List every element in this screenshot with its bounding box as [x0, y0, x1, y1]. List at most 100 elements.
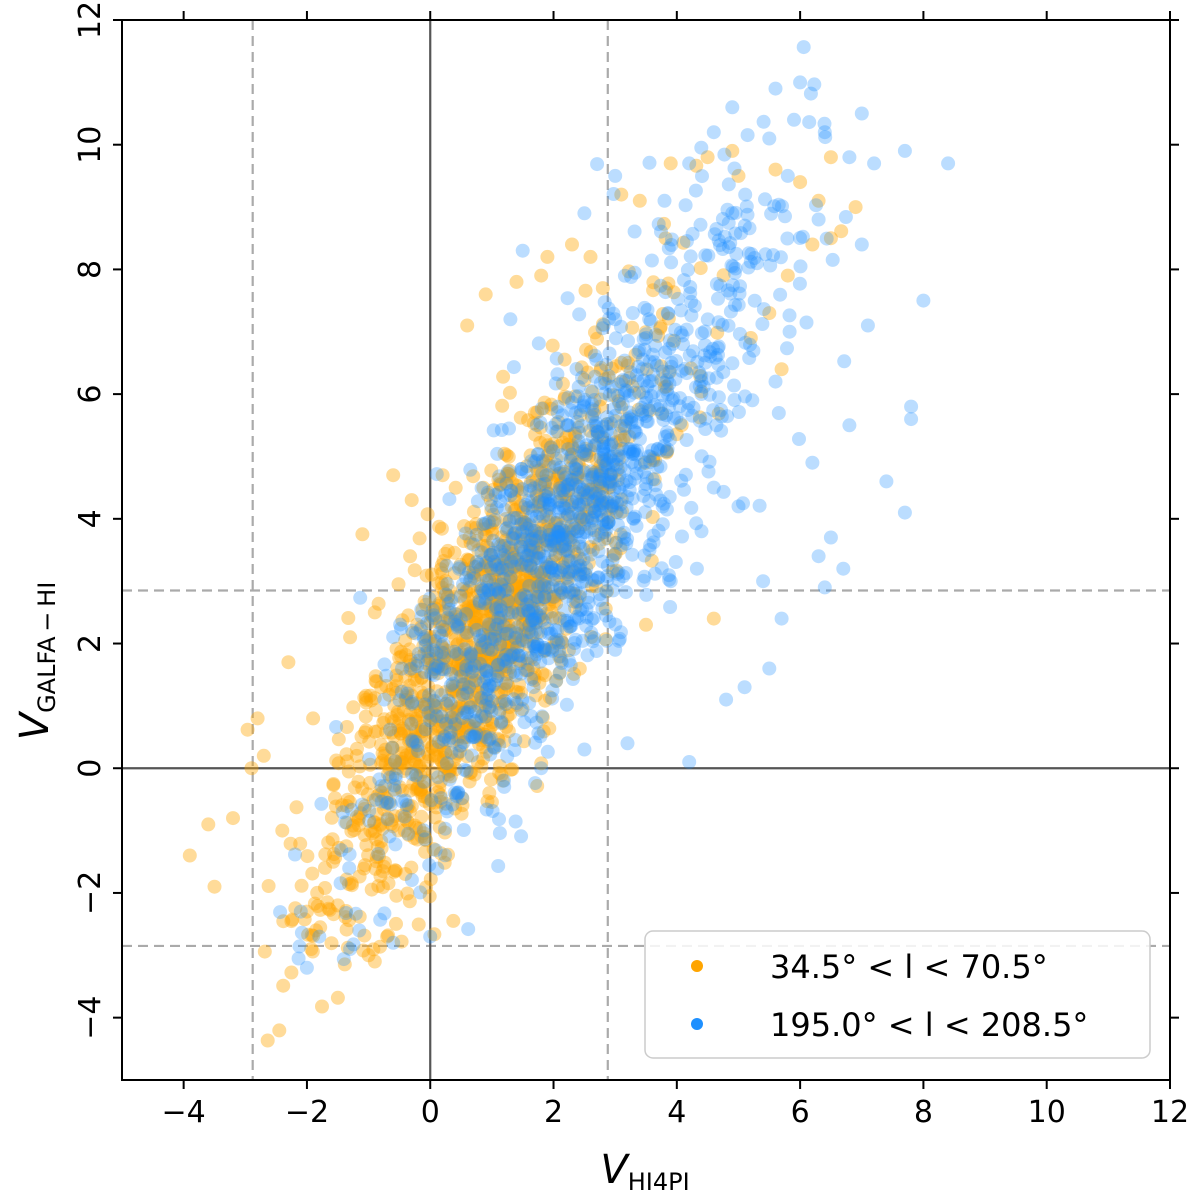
data-point: [401, 727, 416, 742]
data-point: [653, 493, 668, 508]
data-point: [560, 613, 575, 628]
data-point: [451, 701, 465, 716]
data-point: [553, 460, 568, 475]
data-point: [904, 412, 919, 427]
data-point: [473, 567, 488, 582]
data-point: [539, 485, 554, 500]
data-point: [506, 360, 521, 375]
data-point: [482, 599, 496, 614]
data-point: [543, 557, 558, 572]
data-point: [758, 192, 772, 207]
data-point: [552, 611, 567, 626]
data-point: [600, 494, 615, 508]
data-point: [488, 663, 503, 678]
data-point: [537, 573, 552, 588]
data-point: [377, 712, 392, 727]
data-point: [385, 740, 400, 755]
data-point: [501, 652, 516, 667]
data-point: [550, 399, 565, 414]
data-point: [542, 509, 557, 524]
data-point: [685, 408, 700, 423]
data-point: [731, 405, 746, 419]
data-point: [544, 604, 559, 619]
data-point: [416, 826, 431, 841]
data-point: [488, 487, 503, 502]
data-point: [500, 641, 515, 656]
data-point: [455, 661, 470, 676]
data-point: [468, 615, 483, 630]
data-point: [449, 610, 464, 624]
data-point: [579, 503, 594, 518]
data-point: [579, 342, 594, 357]
data-point: [403, 783, 418, 798]
data-point: [563, 477, 578, 492]
data-point: [742, 221, 757, 236]
data-point: [639, 327, 654, 342]
data-point: [434, 735, 449, 750]
data-point: [519, 573, 534, 588]
data-point: [575, 370, 589, 385]
data-point: [487, 741, 502, 756]
data-point: [485, 526, 500, 541]
y-tick-label: 2: [73, 634, 108, 653]
data-point: [504, 597, 519, 612]
data-point: [625, 379, 640, 393]
data-point: [402, 732, 417, 747]
data-point: [597, 532, 612, 546]
data-point: [446, 913, 461, 928]
data-point: [367, 824, 382, 839]
data-point: [437, 729, 452, 744]
data-point: [467, 615, 482, 630]
data-point: [608, 617, 623, 632]
data-point: [602, 480, 617, 495]
data-point: [470, 684, 485, 699]
data-point: [513, 498, 528, 513]
data-point: [537, 641, 552, 656]
data-point: [817, 580, 832, 595]
data-point: [415, 709, 430, 724]
data-point: [514, 485, 529, 500]
data-point: [416, 639, 431, 654]
data-point: [315, 999, 329, 1014]
data-point: [373, 783, 388, 798]
data-point: [437, 585, 452, 600]
data-point: [555, 531, 570, 546]
data-point: [622, 475, 637, 490]
data-point: [541, 497, 556, 512]
data-point: [420, 754, 435, 769]
data-point: [534, 610, 549, 625]
data-point: [526, 601, 541, 616]
data-point: [697, 348, 712, 363]
data-point: [636, 573, 651, 588]
data-point: [358, 725, 373, 740]
data-point: [595, 601, 610, 616]
data-point: [495, 597, 510, 611]
data-point: [368, 861, 383, 876]
data-point: [548, 376, 563, 391]
data-point: [441, 643, 456, 658]
data-point: [341, 764, 356, 779]
data-point: [750, 256, 764, 271]
data-point: [464, 748, 479, 763]
data-point: [404, 746, 419, 760]
data-point: [411, 646, 426, 661]
data-point: [503, 468, 518, 483]
data-point: [405, 625, 420, 640]
data-point: [540, 533, 555, 548]
data-point: [492, 586, 507, 601]
data-point: [475, 681, 489, 696]
data-point: [373, 939, 387, 954]
data-point: [261, 879, 276, 893]
data-point: [515, 243, 530, 258]
data-point: [476, 522, 491, 537]
data-point: [449, 613, 463, 628]
data-point: [404, 696, 419, 711]
data-point: [460, 656, 475, 671]
data-point: [642, 403, 657, 418]
data-point: [455, 687, 470, 702]
data-point: [579, 602, 594, 617]
data-point: [532, 514, 547, 529]
data-point: [793, 231, 807, 245]
data-point: [525, 494, 540, 509]
data-point: [537, 565, 552, 580]
